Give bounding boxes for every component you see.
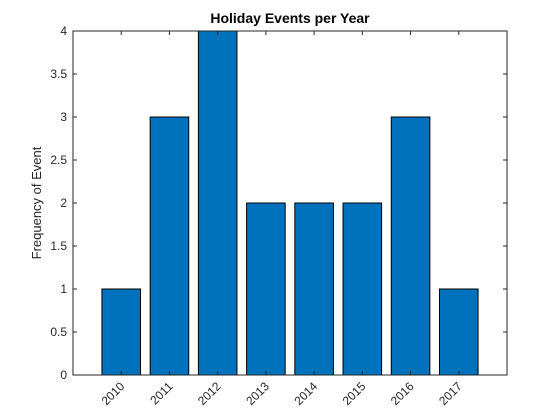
y-tick-label: 3 — [60, 110, 67, 124]
y-axis-label: Frequency of Event — [29, 146, 44, 259]
chart-title: Holiday Events per Year — [210, 10, 370, 26]
bar-2010 — [101, 288, 142, 376]
bar-2013 — [246, 202, 286, 376]
plot-area — [73, 31, 507, 375]
y-tick-label: 1 — [60, 282, 67, 296]
bar-2011 — [149, 116, 190, 376]
x-tick-label: 2012 — [195, 379, 224, 408]
x-tick-label: 2013 — [243, 379, 272, 408]
x-tick-label: 2011 — [147, 379, 175, 407]
y-tick-label: 2.5 — [50, 153, 67, 167]
bar-2012 — [197, 30, 238, 376]
x-tick-label: 2015 — [340, 379, 369, 408]
y-tick-label: 0.5 — [50, 325, 67, 339]
bar-2015 — [342, 202, 383, 376]
bar-2016 — [390, 116, 431, 376]
bars-group — [101, 30, 479, 376]
y-tick-label: 4 — [60, 24, 67, 38]
bar-2017 — [438, 288, 479, 376]
x-tick-label: 2016 — [388, 379, 417, 408]
bar-2014 — [294, 202, 334, 376]
x-tick-label: 2017 — [436, 379, 465, 408]
y-tick-label: 0 — [60, 368, 67, 382]
y-tick-label: 2 — [60, 196, 67, 210]
x-tick-label: 2014 — [291, 379, 320, 408]
y-tick-label: 1.5 — [50, 239, 67, 253]
x-tick-label: 2010 — [99, 379, 128, 408]
y-tick-label: 3.5 — [50, 67, 67, 81]
y-ticks-group: 0 0.5 1 1.5 2 2.5 3 3.5 4 — [50, 24, 507, 382]
